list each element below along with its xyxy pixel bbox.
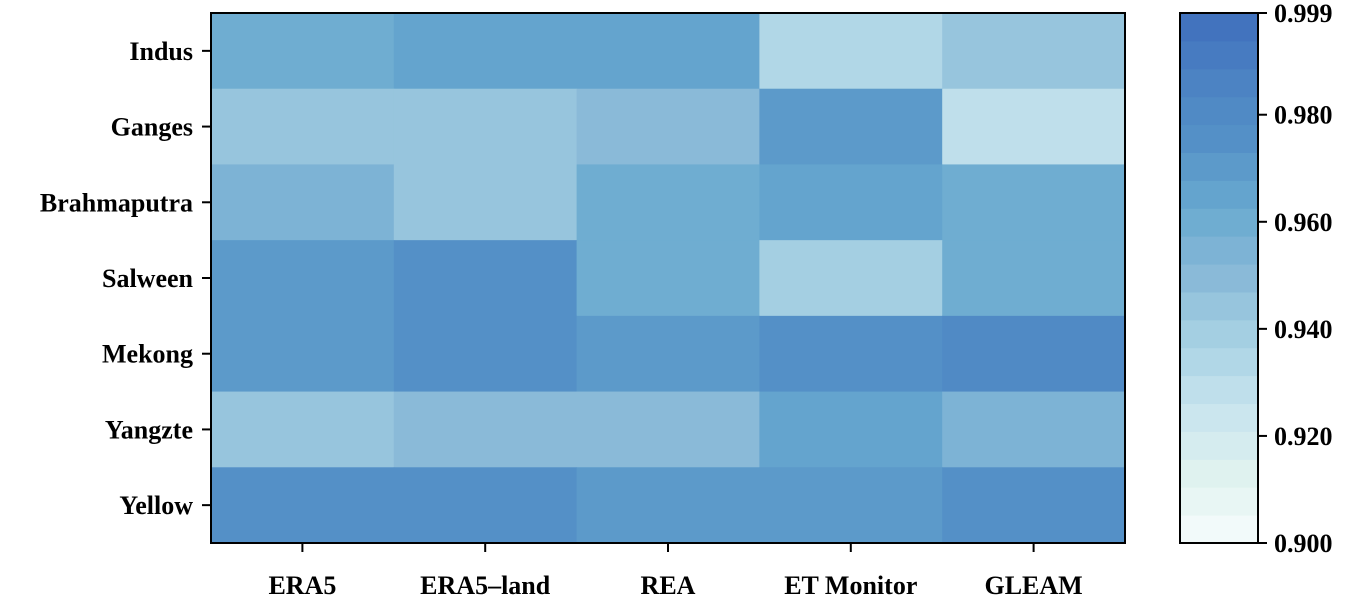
y-tick-label: Ganges [111, 113, 193, 142]
heatmap-cell-6-2 [576, 467, 760, 544]
heatmap-cell-5-1 [393, 391, 578, 468]
colorbar-tick-label: 0.980 [1274, 101, 1333, 130]
heatmap-cell-0-2 [576, 13, 760, 90]
y-axis: Indus Ganges Brahmaputra Salween Mekong Yangz… [40, 37, 211, 520]
heatmap-cell-4-2 [576, 315, 760, 393]
heatmap-cell-3-1 [393, 240, 578, 317]
colorbar-tick-label: 0.960 [1274, 208, 1333, 237]
x-tick-label: ET Monitor [784, 571, 917, 600]
colorbar-segment [1180, 124, 1258, 153]
heatmap-cell-4-4 [942, 315, 1126, 393]
heatmap-cell-1-1 [393, 88, 578, 165]
heatmap-cell-3-3 [759, 240, 943, 317]
heatmap-cell-3-0 [211, 240, 395, 317]
heatmap-cell-4-0 [211, 315, 395, 393]
colorbar-segment [1180, 264, 1258, 293]
heatmap-cell-1-4 [942, 88, 1126, 165]
heatmap-cell-2-1 [393, 164, 578, 241]
heatmap-cell-2-2 [576, 164, 760, 241]
heatmap-cell-5-0 [211, 391, 395, 468]
y-tick-label: Brahmaputra [40, 188, 193, 217]
heatmap-cell-2-4 [942, 164, 1126, 241]
x-tick-label: REA [641, 571, 696, 600]
colorbar-tick-label: 0.900 [1274, 529, 1333, 558]
y-tick-label: Yangzte [105, 415, 193, 444]
colorbar-segment [1180, 515, 1258, 544]
colorbar-segment [1180, 319, 1258, 349]
colorbar-segment [1180, 180, 1258, 209]
heatmap-cell-4-3 [759, 315, 943, 393]
heatmap-cells [211, 13, 1126, 544]
heatmap-cell-1-0 [211, 88, 395, 165]
heatmap-cell-0-1 [393, 13, 578, 90]
colorbar-tick-label: 0.999 [1274, 0, 1333, 28]
heatmap-cell-2-3 [759, 164, 943, 241]
colorbar-segment [1180, 347, 1258, 377]
colorbar-segment [1180, 13, 1258, 42]
heatmap-cell-1-2 [576, 88, 760, 165]
heatmap-cell-3-4 [942, 240, 1126, 317]
heatmap-cell-2-0 [211, 164, 395, 241]
colorbar-segment [1180, 431, 1258, 460]
heatmap-cell-3-2 [576, 240, 760, 317]
colorbar-segment [1180, 459, 1258, 488]
colorbar-segment [1180, 403, 1258, 432]
y-tick-label: Yellow [119, 491, 193, 520]
colorbar-segment [1180, 40, 1258, 70]
colorbar-segment [1180, 96, 1258, 126]
x-tick-label: GLEAM [984, 571, 1082, 600]
y-tick-label: Mekong [102, 340, 193, 369]
colorbar-segment [1180, 208, 1258, 237]
colorbar-segment [1180, 487, 1258, 516]
y-tick-label: Salween [102, 264, 194, 293]
heatmap-cell-1-3 [759, 88, 943, 165]
heatmap-cell-0-3 [759, 13, 943, 90]
heatmap-cell-0-4 [942, 13, 1126, 90]
heatmap-cell-4-1 [393, 315, 578, 393]
x-tick-label: ERA5 [268, 571, 336, 600]
heatmap-cell-6-4 [942, 467, 1126, 544]
colorbar-segment [1180, 68, 1258, 98]
colorbar-frame [1179, 12, 1259, 544]
x-axis: ERA5 ERA5–land REA ET Monitor GLEAM [268, 543, 1083, 600]
heatmap-cell-6-1 [393, 467, 578, 544]
heatmap-cell-0-0 [211, 13, 395, 90]
heatmap-cell-5-3 [759, 391, 943, 468]
colorbar-segment [1180, 291, 1258, 321]
heatmap-cell-6-0 [211, 467, 395, 544]
heatmap-cell-5-2 [576, 391, 760, 468]
heatmap-cell-6-3 [759, 467, 943, 544]
colorbar-segment [1180, 375, 1258, 405]
colorbar-segment [1180, 152, 1258, 181]
y-tick-label: Indus [129, 37, 193, 66]
heatmap-cell-5-4 [942, 391, 1126, 468]
colorbar-tick-label: 0.940 [1274, 315, 1333, 344]
x-tick-label: ERA5–land [420, 571, 551, 600]
colorbar-tick-label: 0.920 [1274, 422, 1333, 451]
colorbar-segment [1180, 236, 1258, 265]
colorbar: 0.900 0.920 0.940 0.960 0.980 0.999 [1179, 0, 1333, 558]
